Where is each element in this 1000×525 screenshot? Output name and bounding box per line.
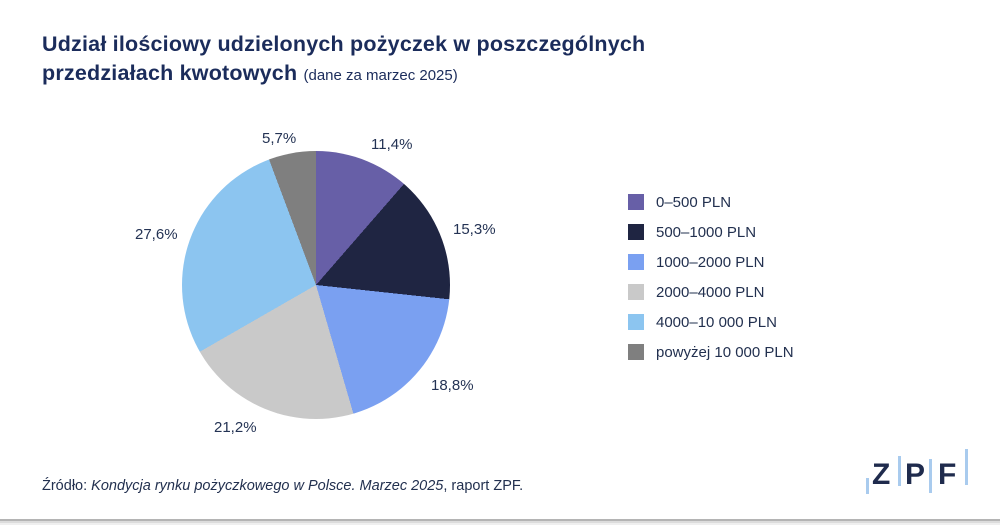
- pie-percent-label: 5,7%: [262, 130, 297, 147]
- legend-swatch: [628, 314, 644, 330]
- logo-accent-bar: [898, 456, 901, 486]
- legend-swatch: [628, 194, 644, 210]
- zpf-logo: Z P F: [855, 440, 985, 505]
- title-line-2: przedziałach kwotowych: [42, 61, 298, 86]
- pie-percent-label: 18,8%: [431, 377, 474, 394]
- legend-label: 0–500 PLN: [656, 193, 732, 211]
- pie-percent-label: 27,6%: [135, 226, 178, 243]
- legend-item: 4000–10 000 PLN: [628, 313, 794, 331]
- logo-letter-z: Z: [872, 458, 891, 491]
- legend: 0–500 PLN 500–1000 PLN 1000–2000 PLN 200…: [628, 194, 794, 374]
- logo-letter-p: P: [905, 458, 926, 491]
- legend-item: 0–500 PLN: [628, 193, 794, 211]
- legend-swatch: [628, 254, 644, 270]
- legend-item: powyżej 10 000 PLN: [628, 343, 794, 361]
- bottom-divider: [0, 518, 1000, 525]
- source-prefix: Źródło:: [42, 478, 92, 494]
- legend-item: 1000–2000 PLN: [628, 253, 794, 271]
- title-line-1: Udział ilościowy udzielonych pożyczek w …: [42, 32, 646, 56]
- source-note: Źródło: Kondycja rynku pożyczkowego w Po…: [42, 478, 523, 494]
- legend-label: powyżej 10 000 PLN: [656, 343, 794, 361]
- logo-accent-bar: [965, 449, 968, 485]
- legend-item: 2000–4000 PLN: [628, 283, 794, 301]
- legend-label: 4000–10 000 PLN: [656, 313, 777, 331]
- legend-swatch: [628, 344, 644, 360]
- title-suffix: (dane za marzec 2025): [303, 67, 458, 85]
- logo-accent-bar: [866, 478, 869, 494]
- legend-label: 2000–4000 PLN: [656, 283, 765, 301]
- source-suffix: , raport ZPF.: [443, 478, 524, 494]
- pie-percent-label: 11,4%: [371, 136, 413, 153]
- legend-swatch: [628, 284, 644, 300]
- pie-percent-label: 15,3%: [453, 221, 496, 238]
- page-title: Udział ilościowy udzielonych pożyczek w …: [42, 30, 645, 88]
- pie-chart: [182, 151, 450, 419]
- logo-letter-f: F: [938, 458, 957, 491]
- legend-item: 500–1000 PLN: [628, 223, 794, 241]
- source-report-title: Kondycja rynku pożyczkowego w Polsce. Ma…: [91, 478, 444, 494]
- legend-swatch: [628, 224, 644, 240]
- legend-label: 500–1000 PLN: [656, 223, 757, 241]
- legend-label: 1000–2000 PLN: [656, 253, 765, 271]
- logo-accent-bar: [929, 459, 932, 493]
- pie-percent-label: 21,2%: [214, 419, 257, 436]
